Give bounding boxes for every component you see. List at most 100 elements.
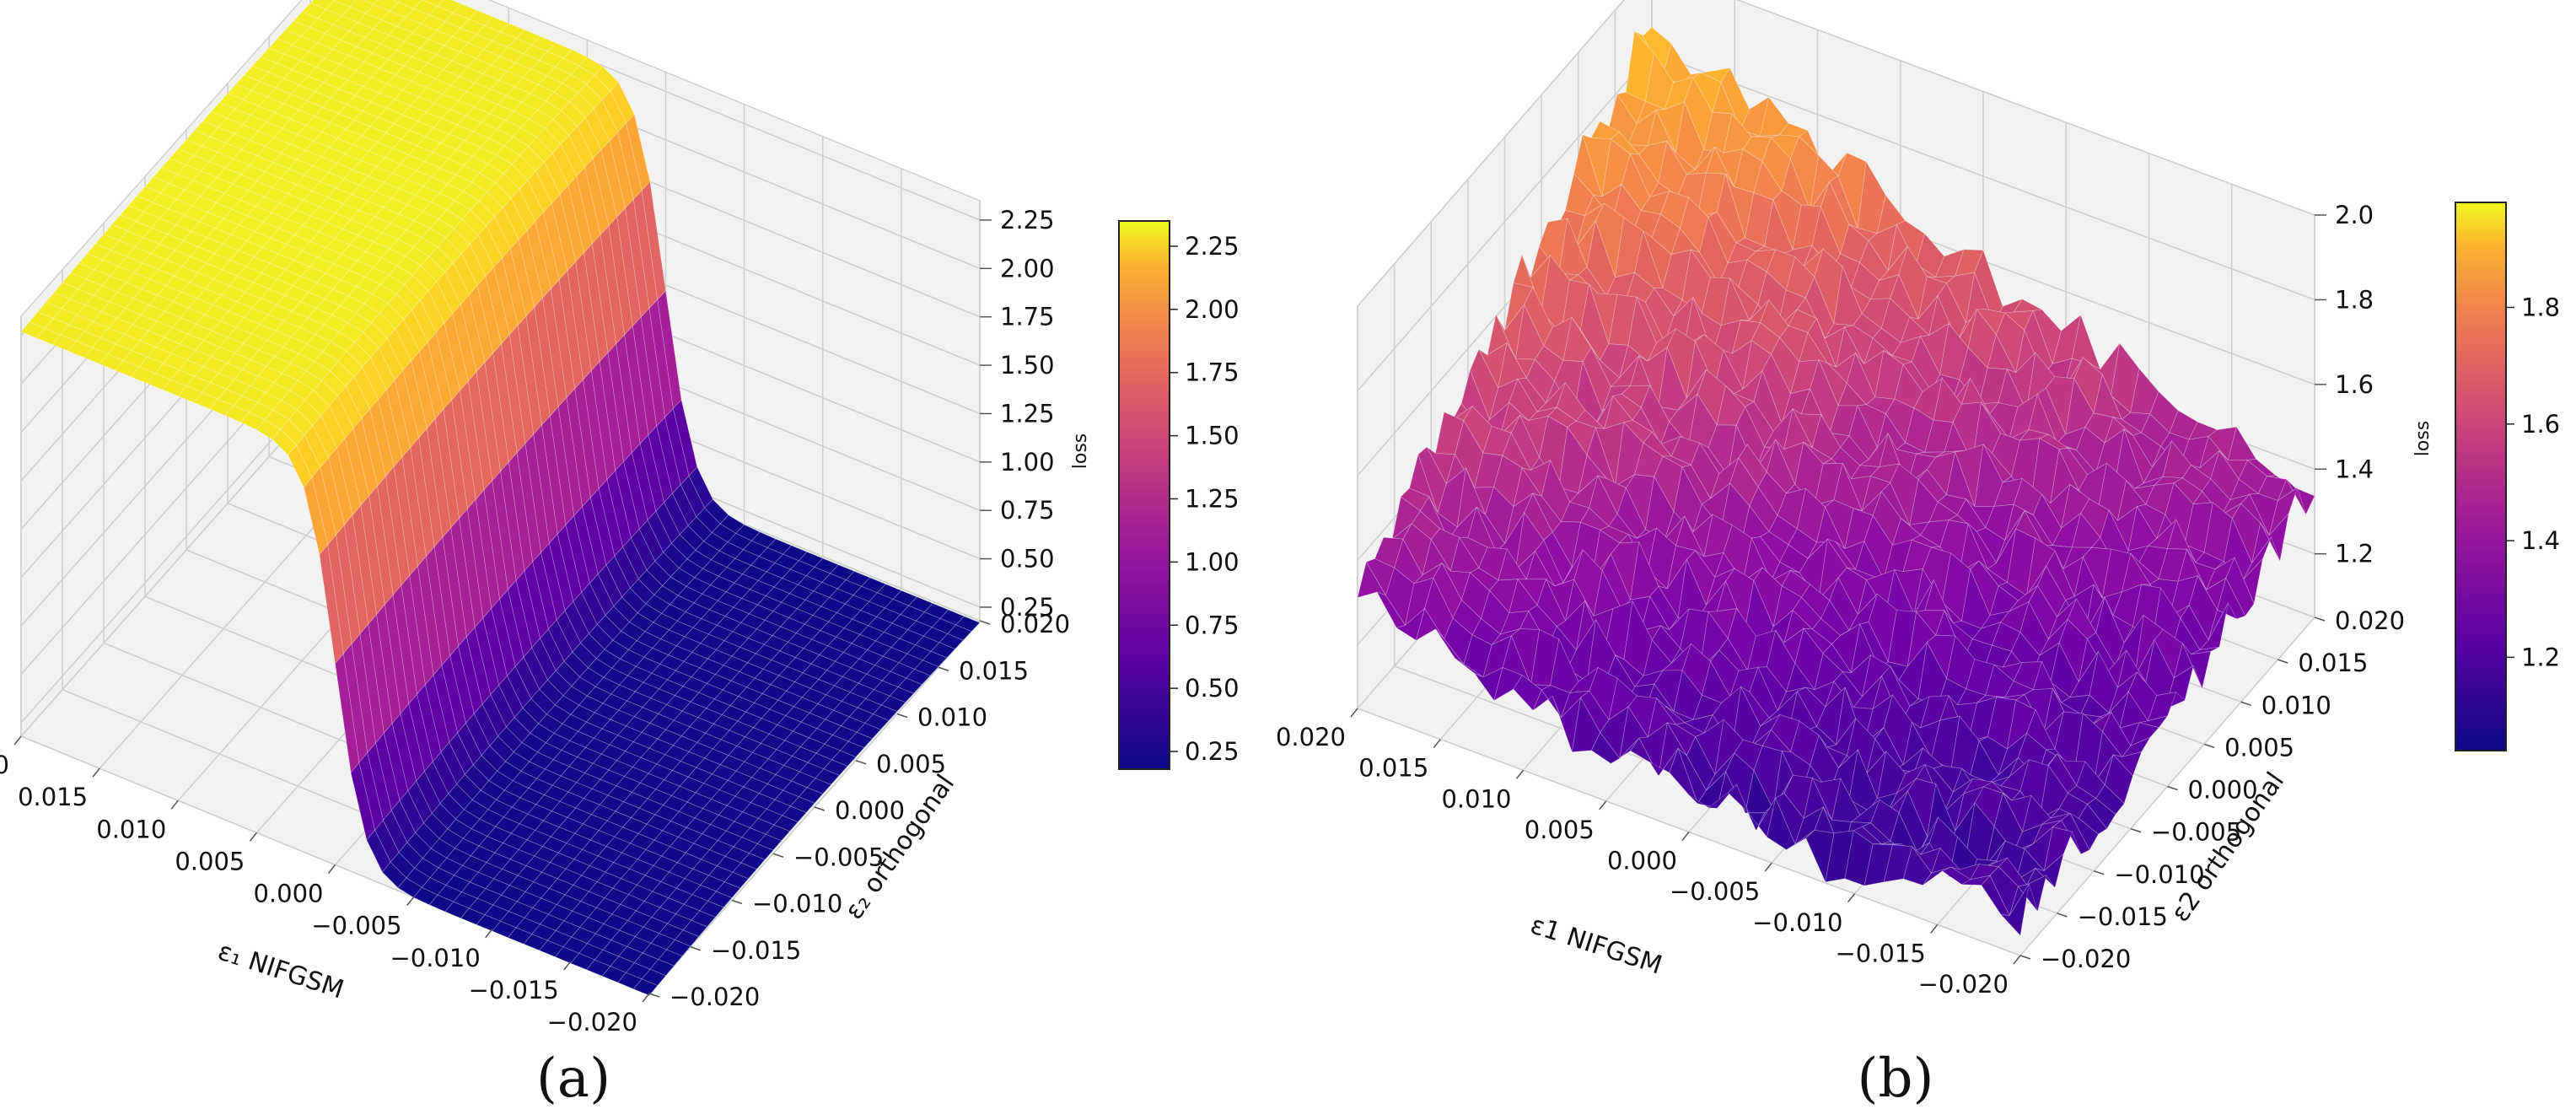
- surface-facet: [914, 635, 940, 652]
- tick-mark: [814, 806, 826, 811]
- surface-facet: [825, 709, 850, 727]
- y-tick-label: 0.005: [876, 750, 946, 778]
- surface-facet: [2009, 585, 2038, 612]
- surface-facet: [691, 643, 717, 660]
- surface-facet: [1757, 666, 1787, 712]
- surface-facet: [1767, 797, 1796, 851]
- surface-facet: [36, 301, 62, 320]
- surface-plot: [20, 0, 981, 996]
- surface-facet: [575, 798, 600, 816]
- colorbar-tick-label: 2.00: [1185, 295, 1240, 324]
- surface-facet: [898, 653, 924, 670]
- tick-mark: [249, 832, 257, 842]
- surface-facet: [146, 373, 172, 390]
- surface-facet: [2112, 584, 2143, 627]
- surface-facet: [385, 466, 411, 586]
- surface-facet: [1556, 381, 1586, 422]
- z-tick-label: 0.75: [1000, 496, 1055, 525]
- surface-facet: [233, 395, 258, 413]
- x-tick-label: 0.010: [1441, 784, 1511, 813]
- surface-facet: [276, 294, 301, 312]
- surface-facet: [742, 802, 767, 819]
- surface-facet: [429, 218, 455, 239]
- surface-facet: [1706, 568, 1735, 606]
- surface-facet: [881, 670, 907, 688]
- surface-facet: [1554, 549, 1584, 587]
- surface-facet: [1409, 453, 1439, 514]
- surface-facet: [361, 408, 386, 487]
- z-tick-label: 1.25: [1000, 399, 1055, 428]
- wall-gridline: [1735, 0, 2315, 216]
- surface-facet: [2084, 584, 2114, 634]
- surface-facet: [412, 237, 438, 257]
- y-tick-label: 0.015: [2298, 649, 2368, 677]
- surface-facet: [811, 630, 837, 647]
- surface-facet: [1681, 643, 1712, 697]
- surface-facet: [261, 262, 287, 280]
- colorbar-tick-label: 1.00: [1185, 547, 1240, 576]
- surface-facet: [461, 209, 487, 236]
- surface-facet: [1514, 511, 1545, 571]
- x-tick-label: −0.010: [1752, 908, 1842, 937]
- y-tick-label: −0.010: [752, 890, 842, 918]
- surface-facet: [1473, 666, 1503, 702]
- tick-mark: [2057, 913, 2068, 918]
- surface-facet: [116, 333, 141, 352]
- surface-facet: [377, 475, 402, 596]
- surface-facet: [1749, 486, 1778, 533]
- z-tick-label: 1.50: [1000, 351, 1055, 380]
- surface-facet: [162, 353, 188, 371]
- surface-facet: [552, 110, 578, 136]
- surface-facet: [567, 175, 593, 254]
- surface-facet: [1896, 220, 1926, 266]
- colorbar-tick-label: 2.25: [1185, 232, 1240, 261]
- surface-facet: [356, 37, 381, 54]
- surface-facet: [307, 67, 333, 83]
- colorbar-tick-label: 0.75: [1185, 611, 1240, 639]
- surface-facet: [1896, 763, 1926, 794]
- surface-facet: [519, 813, 545, 831]
- surface-facet: [476, 275, 502, 354]
- surface-facet: [454, 191, 480, 211]
- surface-facet: [1444, 617, 1473, 665]
- surface-facet: [194, 120, 219, 137]
- tick-mark: [406, 897, 415, 907]
- y-tick-label: 0.005: [2224, 733, 2294, 762]
- surface-facet: [366, 829, 391, 873]
- tick-mark: [731, 899, 743, 905]
- surface-facet: [617, 122, 643, 201]
- surface-facet: [621, 843, 647, 860]
- surface-facet: [227, 83, 253, 100]
- surface-facet: [359, 623, 385, 744]
- surface-facet: [469, 234, 495, 277]
- surface-facet: [494, 843, 519, 860]
- surface-facet: [773, 815, 799, 832]
- surface-facet: [598, 478, 624, 557]
- surface-facet: [1677, 369, 1707, 411]
- surface-facet: [713, 689, 739, 707]
- surface-facet: [798, 787, 824, 804]
- surface-facet: [232, 174, 257, 191]
- surface-facet: [352, 504, 377, 626]
- surface-facet: [1976, 309, 2006, 336]
- surface-facet: [1552, 696, 1582, 752]
- tick-mark: [642, 993, 650, 1003]
- surface-facet: [130, 366, 156, 384]
- surface-facet: [69, 288, 94, 306]
- z-tick-label: 0.50: [1000, 545, 1055, 573]
- surface-facet: [1902, 539, 1933, 573]
- x-tick-label: 0.000: [1607, 847, 1677, 875]
- surface-facet: [923, 602, 949, 619]
- surface-facet: [427, 54, 453, 71]
- surface-facet: [395, 65, 421, 82]
- surface-facet: [442, 84, 467, 101]
- surface-facet: [682, 919, 708, 937]
- surface-facet: [765, 824, 791, 842]
- surface-facet: [295, 175, 321, 191]
- surface-facet: [1706, 752, 1735, 791]
- surface-facet: [207, 202, 233, 219]
- surface-facet: [99, 353, 125, 371]
- surface-facet: [135, 211, 161, 229]
- colorbar-tick-label: 1.75: [1185, 358, 1240, 387]
